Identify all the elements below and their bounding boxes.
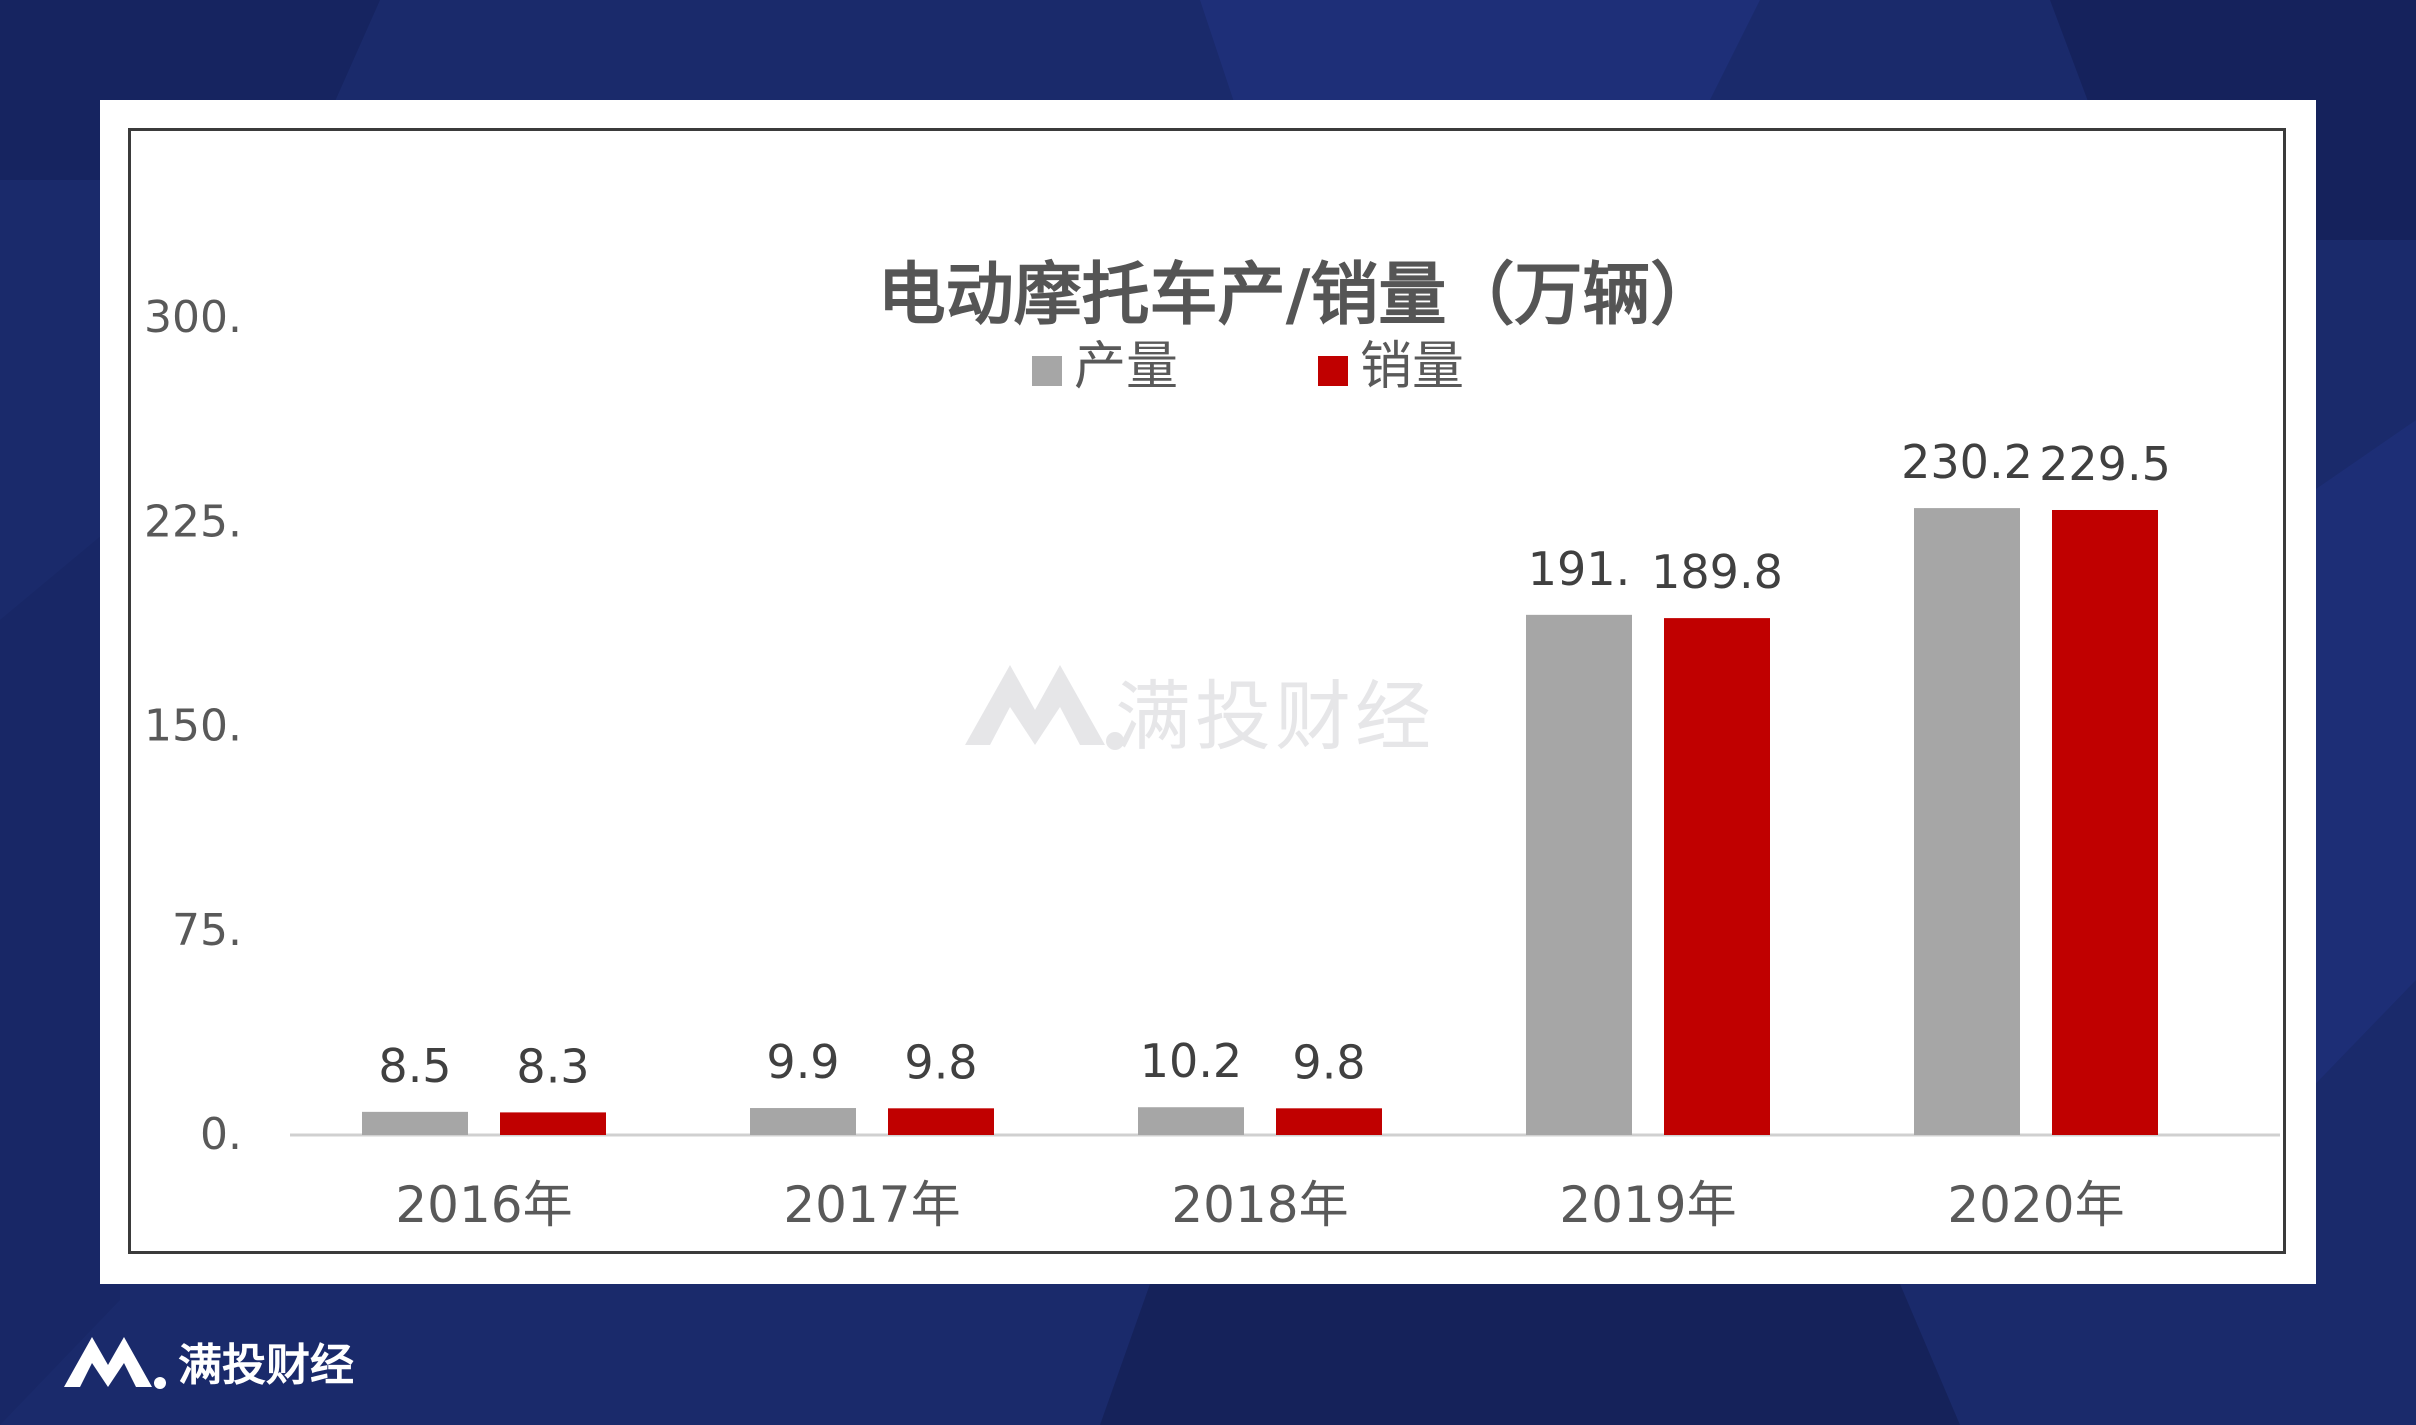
data-label: 8.3 bbox=[516, 1039, 589, 1093]
chart-title: 电动摩托车产/销量（万辆） bbox=[878, 255, 1719, 335]
x-tick-label: 2019年 bbox=[1559, 1176, 1736, 1234]
y-tick-label: 225. bbox=[144, 496, 242, 547]
data-label: 191. bbox=[1528, 542, 1630, 596]
x-tick-label: 2020年 bbox=[1947, 1176, 2124, 1234]
chart-card: 电动摩托车产/销量（万辆） 0. 75. 150. 225. 300. 产量 销量 8.5 8.3… bbox=[100, 100, 2316, 1284]
x-tick-label: 2016年 bbox=[395, 1176, 572, 1234]
footer-brand: 满投财经 bbox=[60, 1325, 460, 1395]
bar bbox=[362, 1111, 468, 1135]
y-tick-label: 75. bbox=[172, 905, 242, 956]
watermark: 满投财经 bbox=[955, 645, 1515, 765]
data-label: 10.2 bbox=[1140, 1034, 1242, 1088]
data-label: 229.5 bbox=[2039, 437, 2171, 491]
data-label: 230.2 bbox=[1901, 435, 2033, 489]
bar bbox=[750, 1108, 856, 1135]
legend-label: 产量 bbox=[1074, 337, 1178, 397]
bar bbox=[500, 1112, 606, 1135]
bar bbox=[1276, 1108, 1382, 1135]
legend-swatch bbox=[1318, 356, 1348, 386]
brand-logo-icon bbox=[965, 665, 1124, 750]
bar-chart: 电动摩托车产/销量（万辆） 0. 75. 150. 225. 300. 产量 销量 8.5 8.3… bbox=[144, 255, 2280, 1234]
data-label: 189.8 bbox=[1651, 545, 1783, 599]
x-tick-label: 2017年 bbox=[783, 1176, 960, 1234]
legend-swatch bbox=[1032, 356, 1062, 386]
bar bbox=[888, 1108, 994, 1135]
legend-label: 销量 bbox=[1360, 337, 1464, 397]
chart-frame bbox=[128, 128, 2286, 1254]
brand-logo-icon bbox=[64, 1337, 166, 1389]
data-label: 9.8 bbox=[1292, 1035, 1365, 1089]
watermark-text: 满投财经 bbox=[1115, 672, 1435, 761]
data-label: 9.8 bbox=[904, 1035, 977, 1089]
y-tick-label: 150. bbox=[144, 701, 242, 752]
bar bbox=[2052, 509, 2158, 1135]
y-tick-label: 0. bbox=[200, 1109, 242, 1160]
bar bbox=[1664, 618, 1770, 1135]
data-label: 9.9 bbox=[766, 1035, 839, 1089]
y-tick-label: 300. bbox=[144, 292, 242, 343]
bar bbox=[1526, 614, 1632, 1135]
bar bbox=[1914, 508, 2020, 1136]
x-tick-label: 2018年 bbox=[1171, 1176, 1348, 1234]
footer-brand-name: 满投财经 bbox=[178, 1340, 354, 1391]
bar bbox=[1138, 1107, 1244, 1135]
data-label: 8.5 bbox=[378, 1039, 451, 1093]
